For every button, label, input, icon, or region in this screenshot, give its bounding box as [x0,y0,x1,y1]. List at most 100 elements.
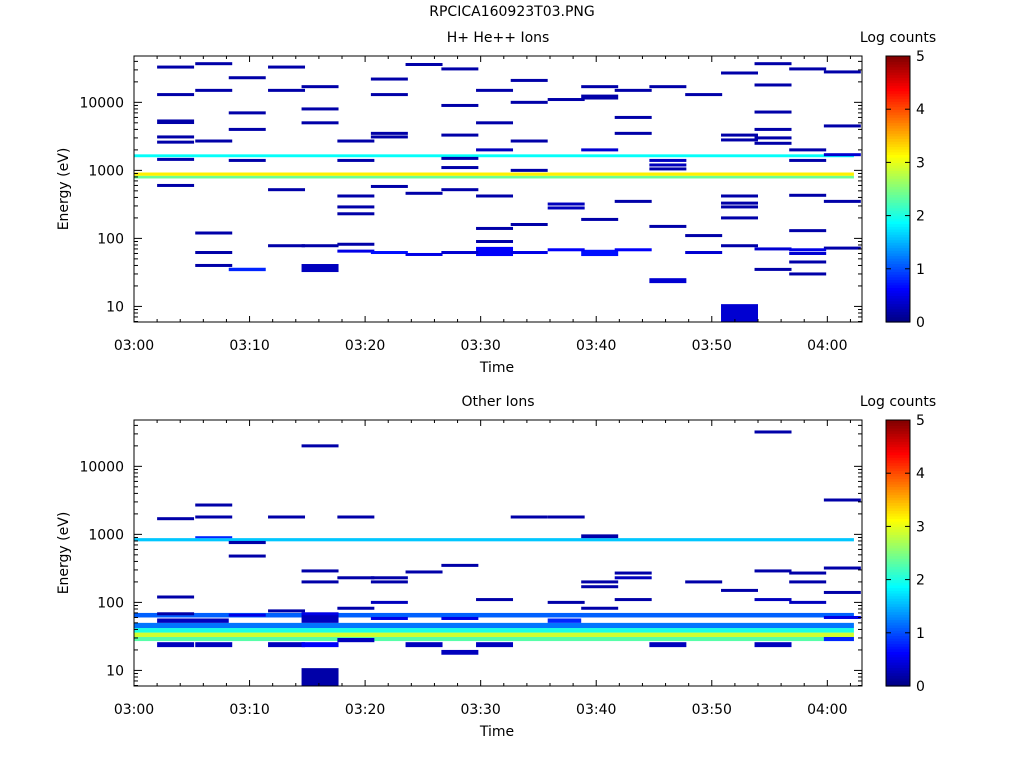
count-line [547,600,585,604]
panel-title: Other Ions [461,394,534,410]
count-line [510,515,548,519]
y-tick-label: 10 [106,663,124,679]
count-block [405,642,443,648]
count-line [301,107,339,111]
count-line [510,168,548,172]
colorbar-segment [886,93,910,97]
colorbar-segment [886,162,910,166]
colorbar-segment [886,196,910,201]
colorbar-segment [886,489,910,493]
count-line [157,140,195,144]
colorbar-segment [886,614,910,618]
colorbar-tick-label: 5 [916,413,925,429]
count-line [441,251,479,255]
count-line [754,430,792,434]
count-line [649,85,687,89]
count-line [823,590,861,594]
steady-band [134,628,854,633]
colorbar-segment [886,654,910,658]
count-line [268,515,306,519]
colorbar-segment [886,175,910,179]
colorbar-tick-label: 5 [916,49,925,65]
count-line [405,570,443,574]
count-block [195,642,233,648]
count-block [547,618,582,623]
count-line [301,85,339,89]
x-tick-label: 03:20 [345,702,385,718]
count-line [370,616,408,620]
count-line [441,166,479,170]
colorbar-segment [886,627,910,631]
colorbar-segment [886,537,910,541]
colorbar-segment [886,242,910,246]
colorbar-segment [886,462,910,466]
count-line [370,131,408,135]
colorbar-segment [886,284,910,289]
count-line [721,194,758,198]
count-line [754,267,792,271]
plot-frame [133,419,863,687]
colorbar-segment [886,454,910,458]
colorbar-segment [886,268,910,273]
x-tick-label: 03:30 [460,702,500,718]
count-line [823,124,861,128]
colorbar-segment [886,141,910,145]
count-line [157,183,195,187]
colorbar-segment [886,178,910,182]
count-line [157,517,195,521]
count-line [823,566,861,570]
colorbar-segment [886,656,910,660]
colorbar-segment [886,438,910,442]
colorbar-segment [886,664,910,668]
colorbar-frame [885,55,911,323]
colorbar-segment [886,595,910,599]
colorbar-segment [886,662,910,666]
colorbar-segment [886,667,910,671]
colorbar-label: Log counts [860,30,936,46]
colorbar-segment [886,451,910,456]
colorbar-segment [886,547,910,551]
colorbar-segment [886,271,910,275]
count-line [268,609,306,613]
steady-band [134,172,854,176]
colorbar-segment [886,189,910,193]
colorbar-segment [886,279,910,283]
count-line [789,248,827,252]
count-line [789,251,827,255]
count-block [301,642,339,648]
colorbar-segment [886,515,910,520]
count-line [476,226,514,230]
count-line [441,133,479,137]
steady-band [134,636,854,642]
count-line [789,148,827,152]
steady-band [134,632,854,637]
count-line [476,148,514,152]
colorbar-segment [886,274,910,278]
colorbar-segment [886,146,910,150]
count-line [754,136,792,140]
colorbar-segment [886,608,910,613]
x-tick-label: 04:00 [807,338,847,354]
count-line [547,98,585,102]
colorbar-segment [886,202,910,206]
count-block [228,540,266,545]
colorbar-segment [886,435,910,440]
count-line [228,111,266,115]
count-line [370,600,408,604]
panel-1: H+ He++ Ions 03:00 03:10 03:20 03:30 03:40 03:… [56,30,936,376]
data-area [134,62,861,322]
count-line [268,65,306,69]
count-line [370,77,408,81]
count-line [157,595,195,599]
count-line [614,88,652,92]
colorbar-segment [886,483,910,488]
count-block [301,264,339,273]
colorbar-segment [886,138,910,142]
count-line [228,158,266,162]
count-line [721,133,758,137]
colorbar-segment [886,430,910,434]
colorbar-segment [886,545,910,549]
steady-band [134,154,854,158]
colorbar-segment [886,478,910,482]
